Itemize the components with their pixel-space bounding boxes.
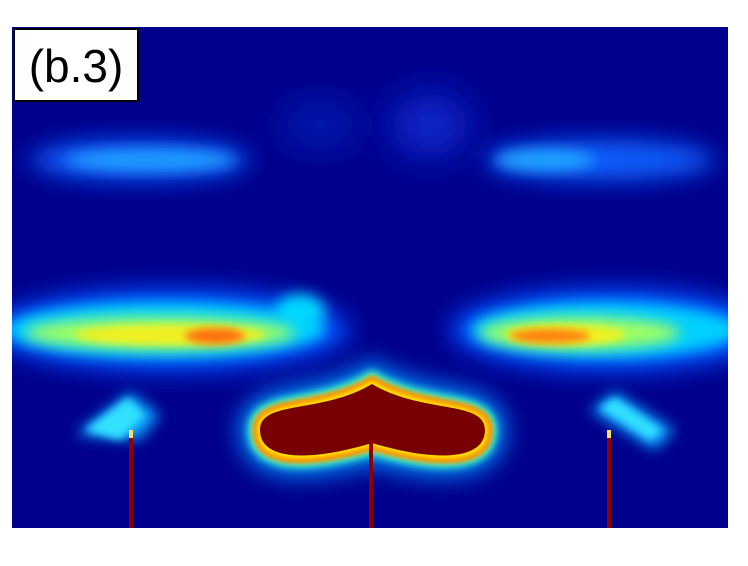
panel-label: (b.3)	[29, 40, 124, 92]
label-box	[13, 28, 139, 102]
heatmap	[12, 27, 728, 528]
